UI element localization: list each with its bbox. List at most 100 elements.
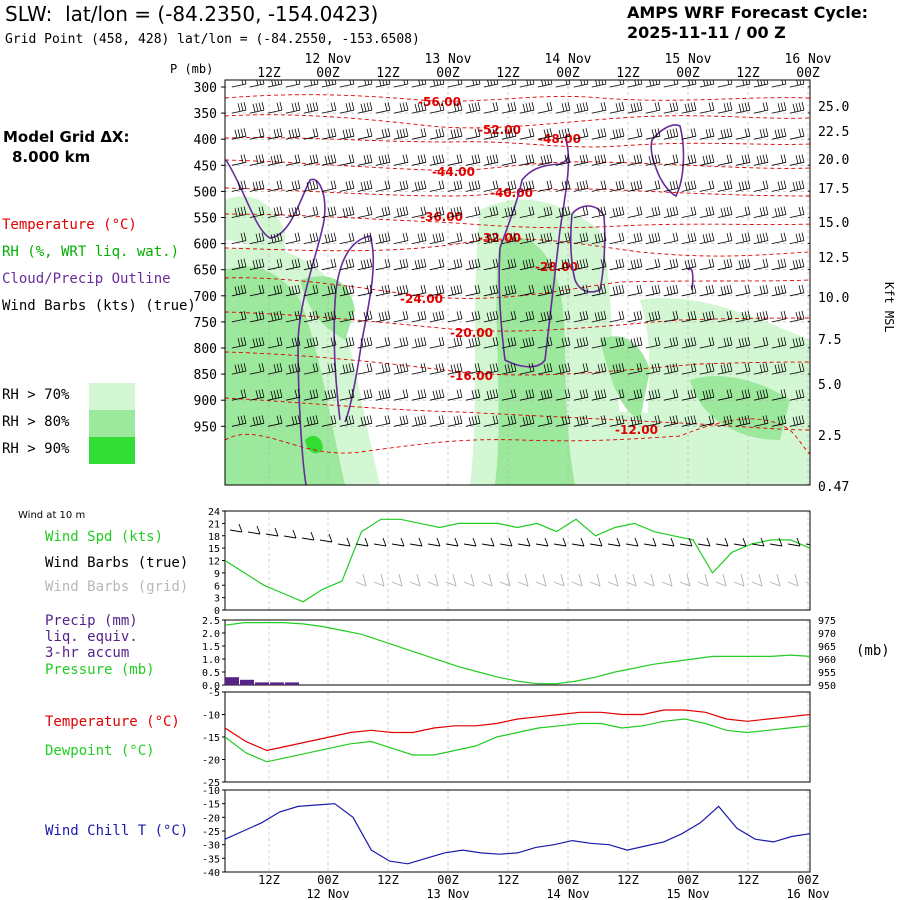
wind-barb [519, 389, 535, 401]
wind-barb [555, 310, 571, 323]
wind-barb [555, 102, 571, 114]
wind-barb [609, 232, 625, 244]
cloud-outline-path [333, 235, 375, 423]
wind-barb [303, 310, 319, 323]
label-pressure: Pressure (mb) [45, 662, 155, 678]
wind-barb-true [265, 533, 279, 537]
wind-barb [681, 128, 697, 140]
wind-barb [393, 258, 409, 271]
wind-barb [321, 206, 337, 218]
wind-barb [303, 284, 319, 297]
wind-barb-true-flag [292, 529, 297, 539]
wind-barb [429, 258, 445, 271]
wind-barb-true-flag [346, 537, 351, 547]
wind-barb [555, 284, 571, 297]
wind-barb [231, 363, 247, 375]
wind-barb-true-flag [364, 537, 369, 547]
model-grid-value: 8.000 km [12, 148, 91, 166]
wind-barb-grid [355, 581, 367, 587]
wind-barb [645, 363, 661, 375]
wind-barb [573, 128, 589, 140]
wind-barb [357, 206, 373, 218]
wind-barb-grid-flag [452, 573, 457, 587]
wind-barb [483, 363, 499, 375]
temperature-contour-label: -44.00 [432, 165, 475, 179]
pressure-tick-label: 500 [194, 185, 217, 200]
wind-barb [429, 102, 445, 114]
pressure-ytick-label: 970 [818, 629, 836, 640]
precip-ytick-label: 2.0 [202, 629, 220, 640]
temperature-contour-label: -56.00 [418, 95, 461, 109]
kft-tick-label: 2.5 [818, 429, 841, 444]
bottom-date-label: 12 Nov [306, 887, 349, 900]
wind-barb [627, 232, 643, 244]
rh-region [225, 266, 345, 485]
top-date-label: 13 Nov [425, 52, 472, 67]
wind-barb [465, 363, 481, 375]
wind-barb [393, 415, 409, 427]
wind-barb [483, 232, 499, 244]
wind-barb [681, 180, 697, 192]
windchill-ytick-label: -15 [202, 800, 220, 811]
pressure-tick-label: 350 [194, 107, 217, 122]
wind-barb [609, 128, 625, 140]
wind-barb [429, 336, 445, 349]
wind-barb [735, 363, 751, 375]
wind-barb [249, 180, 265, 192]
bottom-date-label: 14 Nov [546, 887, 589, 900]
wind-barb [411, 206, 427, 218]
wind-barb-grid-flag [614, 573, 619, 587]
wind-barb [501, 154, 517, 166]
pressure-ytick-label: 950 [818, 681, 836, 692]
pressure-line [225, 621, 810, 685]
wind-barb [321, 102, 337, 114]
wind-panel-border [224, 510, 811, 611]
label-windchill: Wind Chill T (°C) [45, 823, 189, 839]
wind-barb [339, 310, 355, 323]
wind-barb-grid [733, 581, 745, 587]
wind-barb-grid-flag [488, 573, 493, 587]
precip-ytick-label: 1.5 [202, 642, 220, 653]
wind-barb-grid-flag [704, 573, 709, 587]
wind-barb-true-flag [508, 537, 513, 547]
wind-barb-true-flag [256, 525, 261, 535]
wind-barb [717, 389, 733, 401]
wind-barb-grid-flag [398, 573, 403, 587]
wind-barb [285, 206, 301, 218]
wind-barb [303, 415, 319, 427]
wind-barb [807, 112, 810, 114]
bottom-time-tick: 12Z [258, 873, 280, 887]
temperature-panel-border [224, 691, 811, 783]
wind-barb-grid [571, 581, 583, 587]
precip-ytick-label: 2.5 [202, 616, 220, 627]
wind-barb [267, 310, 283, 323]
wind-barb [375, 102, 391, 114]
wind-barb-true-flag [778, 537, 783, 547]
wind-barb-true [283, 535, 297, 539]
wind-barb [681, 102, 697, 114]
wind-barb [807, 347, 810, 349]
wind-barb [483, 310, 499, 323]
wind-barb-true-flag [580, 537, 585, 547]
wind-barb [627, 336, 643, 349]
pressure-tick-label: 400 [194, 133, 217, 148]
temperature-contour-label: -24.00 [400, 292, 443, 306]
wind-barb [681, 206, 697, 218]
wind-barb-true [805, 543, 810, 546]
wind-barb [735, 336, 751, 349]
wind-barb [339, 232, 355, 244]
wind-barb [735, 389, 751, 401]
wind-barb [699, 336, 715, 349]
wind-barb [357, 336, 373, 349]
wind-barb [573, 389, 589, 401]
wind-barb [627, 363, 643, 375]
wind-barb-true-flag [526, 537, 531, 547]
wind-barb-grid-flag [758, 573, 763, 587]
windchill-line [225, 803, 810, 865]
wind-barb-grid [715, 581, 727, 587]
top-date-label: 14 Nov [545, 52, 592, 67]
wind-barb [519, 310, 535, 323]
wind-barb-grid [535, 581, 547, 587]
wind-barb [267, 363, 283, 375]
kft-tick-label: 10.0 [818, 291, 849, 306]
